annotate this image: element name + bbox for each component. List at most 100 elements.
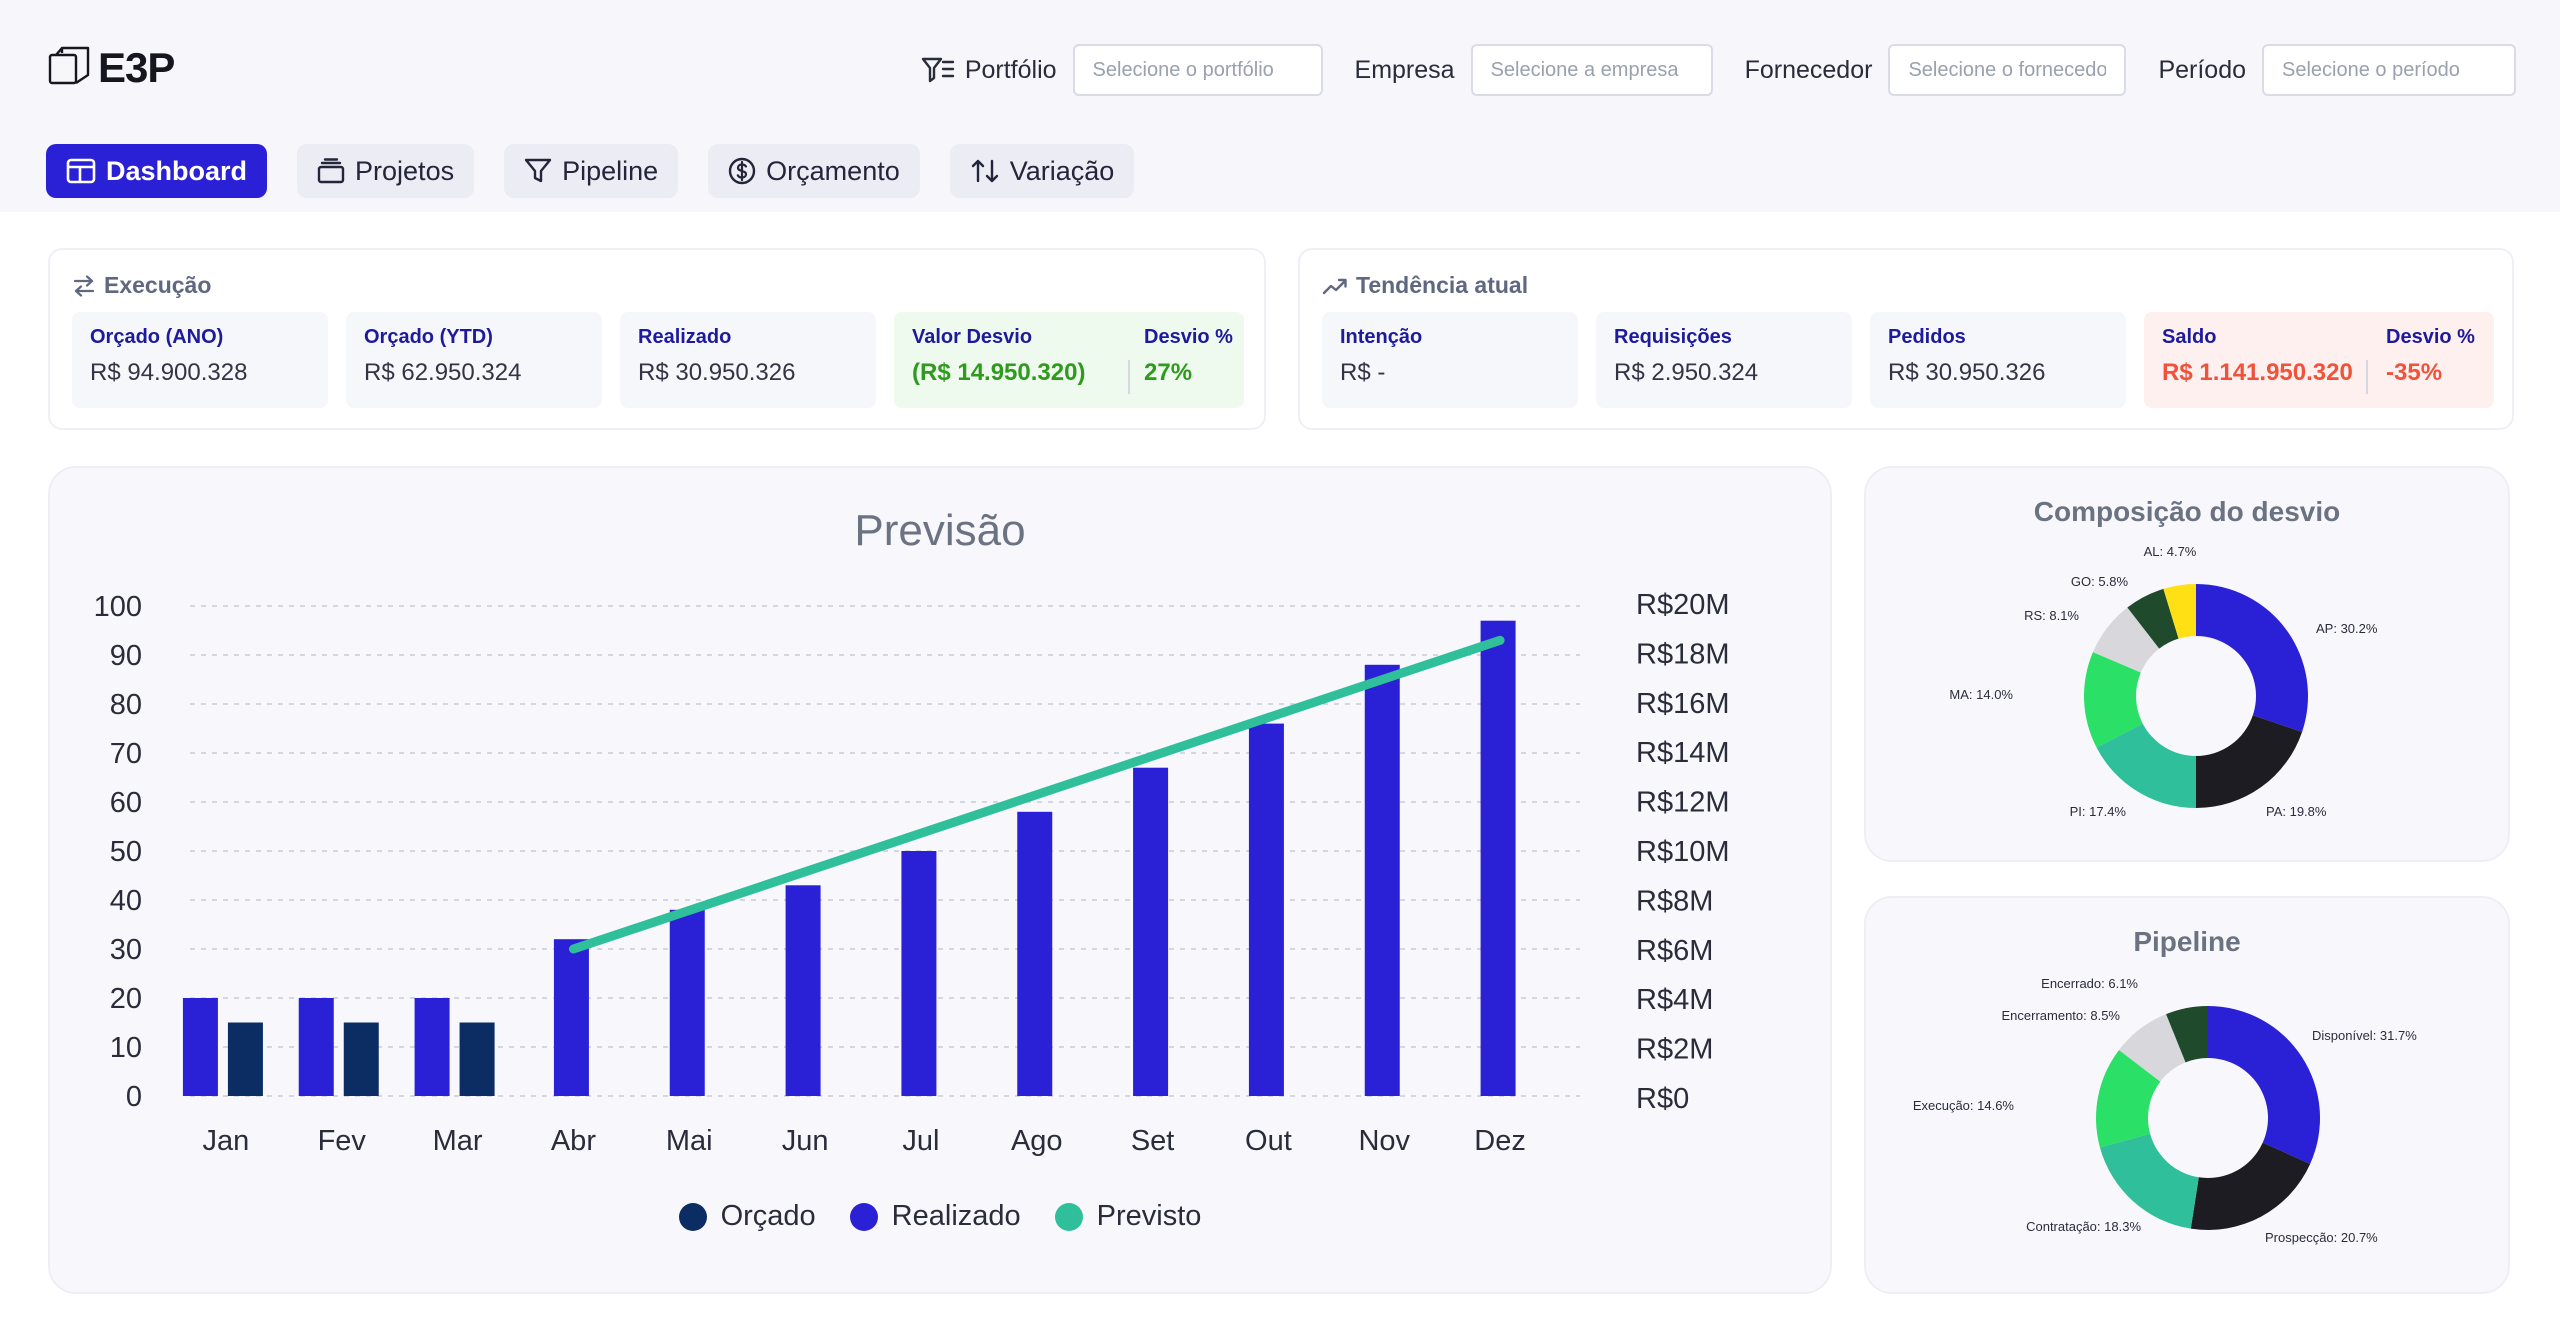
donut-slice[interactable] xyxy=(2119,1014,2186,1082)
saldo-block: Saldo R$ 1.141.950.320 xyxy=(2162,312,2353,408)
donut-slice[interactable] xyxy=(2196,715,2303,808)
realizado-label: Realizado xyxy=(638,326,732,348)
y2-tick-label: R$14M xyxy=(1636,737,1730,769)
filter-periodo: Período xyxy=(2158,44,2516,96)
tab-dashboard[interactable]: Dashboard xyxy=(46,144,268,198)
bar-orcado[interactable] xyxy=(227,1022,263,1097)
donut-slice[interactable] xyxy=(2096,723,2196,808)
donut-slice[interactable] xyxy=(2095,1049,2161,1148)
legend-item-realizado[interactable]: Realizado xyxy=(849,1200,1021,1233)
slice-label: RS: 8.1% xyxy=(2024,608,2079,623)
y-tick-label: 90 xyxy=(110,640,142,672)
filter-bar: Portfólio Empresa Fornecedor Período xyxy=(889,44,2516,96)
intencao-value: R$ - xyxy=(1340,359,1386,386)
execucao-title-text: Execução xyxy=(104,272,212,298)
valor-desvio-tile: Valor Desvio (R$ 14.950.320) Desvio % 27… xyxy=(894,312,1244,408)
tab-variacao-label: Variação xyxy=(1009,155,1115,186)
bar-realizado[interactable] xyxy=(414,998,450,1096)
tab-dashboard-label: Dashboard xyxy=(106,155,248,186)
bar-realizado[interactable] xyxy=(298,998,334,1096)
bar-realizado[interactable] xyxy=(1133,767,1169,1096)
x-tick-label: Out xyxy=(1245,1125,1292,1157)
donut-slice[interactable] xyxy=(2166,1006,2208,1063)
donut-slice[interactable] xyxy=(2190,1142,2311,1230)
bar-realizado[interactable] xyxy=(553,939,589,1096)
donut-slice[interactable] xyxy=(2092,607,2160,673)
tab-variacao[interactable]: Variação xyxy=(949,144,1135,198)
saldo-desvio-label: Desvio % xyxy=(2386,326,2475,348)
arrows-up-down-icon xyxy=(971,159,998,183)
empresa-select[interactable] xyxy=(1470,44,1713,96)
y2-tick-label: R$20M xyxy=(1636,589,1730,621)
x-tick-label: Jan xyxy=(203,1125,250,1157)
donut-slice[interactable] xyxy=(2127,588,2179,649)
tab-projetos[interactable]: Projetos xyxy=(297,144,475,198)
legend-label-realizado: Realizado xyxy=(891,1200,1021,1232)
orcado-ytd-tile: Orçado (YTD) R$ 62.950.324 xyxy=(346,312,602,408)
slice-label: AP: 30.2% xyxy=(2316,621,2378,636)
bar-realizado[interactable] xyxy=(1364,664,1400,1096)
filter-list-icon xyxy=(921,56,955,84)
saldo-tile: Saldo R$ 1.141.950.320 Desvio % -35% xyxy=(2144,312,2494,408)
y2-tick-label: R$0 xyxy=(1636,1083,1689,1115)
x-tick-label: Abr xyxy=(551,1125,596,1157)
filter-empresa: Empresa xyxy=(1355,44,1713,96)
bar-orcado[interactable] xyxy=(459,1022,495,1097)
donut-slice[interactable] xyxy=(2099,1133,2199,1229)
divider xyxy=(1128,360,1130,394)
bar-realizado[interactable] xyxy=(1248,723,1284,1096)
donut-slice[interactable] xyxy=(2163,584,2196,639)
nav-tabs: Dashboard Projetos Pipeline xyxy=(46,144,1135,198)
tab-orcamento[interactable]: Orçamento xyxy=(708,144,920,198)
transfer-icon xyxy=(73,274,95,297)
logo-text: E3P xyxy=(98,44,175,91)
bar-realizado[interactable] xyxy=(901,851,937,1096)
y2-tick-label: R$2M xyxy=(1636,1034,1713,1066)
legend-dot xyxy=(1054,1202,1083,1231)
previsao-legend: Orçado Realizado Previsto xyxy=(48,1200,1832,1233)
bar-realizado[interactable] xyxy=(1480,620,1516,1096)
bar-orcado[interactable] xyxy=(343,1022,379,1097)
bar-realizado[interactable] xyxy=(1017,811,1053,1096)
portfolio-select[interactable] xyxy=(1072,44,1323,96)
filter-periodo-label: Período xyxy=(2158,55,2246,84)
tab-pipeline[interactable]: Pipeline xyxy=(504,144,679,198)
bar-realizado[interactable] xyxy=(785,885,821,1096)
legend-label-orcado: Orçado xyxy=(720,1200,816,1232)
previsao-panel xyxy=(48,466,1832,1294)
realizado-value: R$ 30.950.326 xyxy=(638,359,796,386)
donut-slice[interactable] xyxy=(2084,652,2143,748)
orcado-ytd-value: R$ 62.950.324 xyxy=(364,359,522,386)
desvio-pct-label: Desvio % xyxy=(1144,326,1233,348)
y-tick-label: 70 xyxy=(110,738,142,770)
orcado-ytd-label: Orçado (YTD) xyxy=(364,326,493,348)
y-tick-label: 20 xyxy=(110,983,142,1015)
legend-item-orcado[interactable]: Orçado xyxy=(678,1200,816,1233)
tendencia-card: Tendência atual Intenção R$ - Requisiçõe… xyxy=(1298,248,2514,430)
line-previsto[interactable] xyxy=(568,635,1505,954)
bar-realizado[interactable] xyxy=(669,909,705,1096)
donut-slice[interactable] xyxy=(2196,584,2308,732)
x-tick-label: Mai xyxy=(666,1125,713,1157)
pipeline-title: Pipeline xyxy=(2133,926,2241,957)
intencao-label: Intenção xyxy=(1340,326,1423,348)
x-tick-label: Nov xyxy=(1358,1125,1410,1157)
valor-desvio-value: (R$ 14.950.320) xyxy=(912,359,1086,386)
fornecedor-select[interactable] xyxy=(1888,44,2127,96)
donut-slice[interactable] xyxy=(2208,1006,2320,1164)
execucao-title: Execução xyxy=(72,272,211,299)
bar-realizado[interactable] xyxy=(182,998,218,1096)
intencao-tile: Intenção R$ - xyxy=(1322,312,1578,408)
logo[interactable]: E3P xyxy=(48,44,175,92)
filter-portfolio: Portfólio xyxy=(921,44,1323,96)
slice-label: GO: 5.8% xyxy=(2071,574,2129,589)
filter-fornecedor: Fornecedor xyxy=(1745,44,2127,96)
saldo-desvio-block: Desvio % -35% xyxy=(2386,312,2475,408)
requisicoes-label: Requisições xyxy=(1614,326,1732,348)
tab-orcamento-label: Orçamento xyxy=(766,155,900,186)
periodo-select[interactable] xyxy=(2262,44,2516,96)
legend-item-previsto[interactable]: Previsto xyxy=(1054,1200,1201,1233)
